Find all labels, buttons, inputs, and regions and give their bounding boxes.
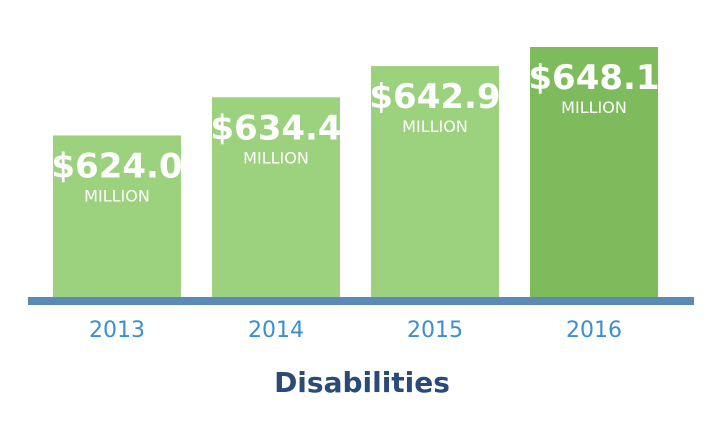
bar-value-label: $634.4 bbox=[210, 108, 341, 148]
x-tick-label: 2015 bbox=[407, 318, 463, 343]
x-axis-baseline bbox=[28, 297, 694, 305]
x-axis-ticks: 2013 2014 2015 2016 bbox=[89, 318, 622, 343]
bar-2014 bbox=[212, 97, 340, 297]
bar-value-label: $624.0 bbox=[51, 146, 182, 186]
bar-value-label: $642.9 bbox=[369, 77, 500, 117]
bar-unit-label: MILLION bbox=[243, 148, 309, 167]
bar-2015 bbox=[371, 66, 499, 298]
bar-unit-label: MILLION bbox=[84, 186, 150, 205]
bar-2016 bbox=[530, 46, 658, 298]
chart-title: Disabilities bbox=[274, 366, 450, 399]
x-tick-label: 2014 bbox=[248, 318, 304, 343]
bar-unit-label: MILLION bbox=[561, 98, 627, 117]
bar-unit-label: MILLION bbox=[402, 117, 468, 136]
x-tick-label: 2016 bbox=[566, 318, 622, 343]
bar-2013 bbox=[53, 135, 181, 297]
bars-group: $624.0MILLION$634.4MILLION$642.9MILLION$… bbox=[51, 46, 660, 298]
x-tick-label: 2013 bbox=[89, 318, 145, 343]
bar-value-label: $648.1 bbox=[528, 58, 659, 98]
